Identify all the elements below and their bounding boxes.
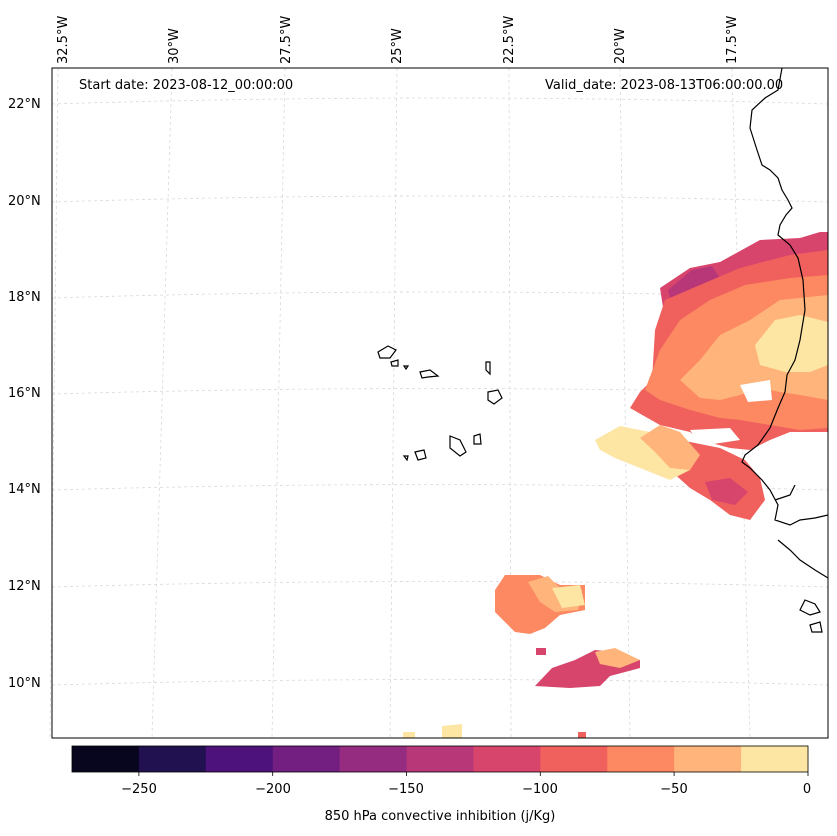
lon-label: 32.5°W bbox=[56, 15, 71, 64]
island-sao-nicolau bbox=[419, 369, 440, 379]
lon-label: 25°W bbox=[390, 28, 405, 64]
cin-gap-2 bbox=[690, 428, 740, 446]
lon-label: 20°W bbox=[613, 28, 628, 64]
cape-verde-islands bbox=[377, 345, 503, 462]
lon-label: 27.5°W bbox=[279, 15, 294, 64]
island-brava bbox=[402, 455, 409, 462]
island-maio bbox=[473, 433, 482, 445]
lat-label: 10°N bbox=[8, 676, 41, 691]
cin-region-northeast-palest bbox=[755, 315, 828, 372]
lat-label: 14°N bbox=[8, 482, 41, 497]
island-sao-vicente bbox=[390, 359, 399, 367]
cbar-tick-label: −200 bbox=[255, 782, 291, 797]
lat-label: 20°N bbox=[8, 194, 41, 209]
island-fogo bbox=[414, 449, 427, 461]
cbar-tick-label: −100 bbox=[522, 782, 558, 797]
gridline-lon-3 bbox=[271, 67, 286, 739]
coastline-africa bbox=[741, 67, 829, 526]
island-santa-luzia bbox=[402, 365, 410, 371]
lat-label: 16°N bbox=[8, 386, 41, 401]
lon-label: 30°W bbox=[167, 28, 182, 64]
gridline-lon-5 bbox=[508, 67, 512, 739]
gridline-lat-20 bbox=[51, 195, 829, 203]
cin-region-bottom-2 bbox=[403, 732, 415, 738]
cbar-tick-label: 0 bbox=[802, 782, 812, 797]
graticule bbox=[49, 67, 829, 739]
island-santiago bbox=[449, 435, 467, 457]
cin-gap-1 bbox=[740, 380, 772, 402]
island-santo-antao bbox=[377, 345, 397, 359]
colorbar-segment bbox=[741, 746, 809, 772]
colorbar-label: 850 hPa convective inhibition (j/Kg) bbox=[324, 809, 556, 824]
coastline-guinea bbox=[777, 539, 829, 579]
cin-region-lower-streak-light bbox=[595, 648, 640, 668]
cin-region-speck bbox=[536, 648, 546, 655]
cin-field bbox=[403, 232, 828, 738]
colorbar-segment bbox=[138, 746, 207, 772]
cin-region-bottom-3 bbox=[578, 732, 586, 738]
valid-date: Valid_date: 2023-08-13T06:00:00.00 bbox=[545, 78, 784, 93]
colorbar-ticks bbox=[138, 772, 809, 776]
colorbar-segment bbox=[473, 746, 541, 772]
gridline-lat-14 bbox=[51, 484, 829, 491]
lon-label: 22.5°W bbox=[502, 15, 517, 64]
coastlines bbox=[741, 67, 829, 633]
map-frame bbox=[51, 67, 829, 739]
lat-label: 12°N bbox=[8, 579, 41, 594]
gridline-lat-12 bbox=[51, 581, 829, 588]
lat-label: 18°N bbox=[8, 290, 41, 305]
lon-label: 17.5°W bbox=[725, 15, 740, 64]
colorbar-segment bbox=[674, 746, 742, 772]
cin-region-east-strip-dark bbox=[705, 478, 748, 505]
colorbar-segment bbox=[72, 746, 140, 772]
cin-region-bottom-1 bbox=[442, 724, 462, 738]
start-date: Start date: 2023-08-12_00:00:00 bbox=[79, 78, 294, 93]
gridline-lat-10 bbox=[51, 679, 829, 686]
gridline-lat-18 bbox=[51, 291, 829, 299]
coastline-gambia bbox=[774, 484, 796, 501]
gridline-lat-16 bbox=[51, 388, 829, 395]
gridline-lat-22 bbox=[51, 97, 829, 105]
colorbar-frame bbox=[71, 745, 809, 773]
lat-label: 22°N bbox=[8, 97, 41, 112]
colorbar-segment bbox=[540, 746, 608, 772]
cin-region-east-pale-mid bbox=[640, 425, 700, 470]
colorbar-segment bbox=[339, 746, 408, 772]
colorbar bbox=[72, 746, 809, 772]
colorbar-segment bbox=[205, 746, 274, 772]
gridline-lon-7 bbox=[731, 67, 751, 739]
cbar-tick-label: −250 bbox=[121, 782, 157, 797]
colorbar-segment bbox=[406, 746, 474, 772]
cbar-tick-label: −150 bbox=[388, 782, 424, 797]
colorbar-segment bbox=[607, 746, 675, 772]
colorbar-segment bbox=[272, 746, 341, 772]
cin-region-south-blob-pale bbox=[552, 585, 585, 608]
island-sal bbox=[485, 361, 491, 376]
cbar-tick-label: −50 bbox=[660, 782, 688, 797]
coastline-guinea-islands bbox=[799, 599, 823, 633]
gridline-lon-6 bbox=[619, 67, 631, 739]
gridline-lon-1 bbox=[49, 67, 59, 739]
cin-region-east-pale bbox=[595, 426, 690, 480]
gridline-lon-4 bbox=[389, 67, 398, 739]
island-boa-vista bbox=[487, 389, 503, 405]
gridline-lon-2 bbox=[151, 67, 173, 739]
